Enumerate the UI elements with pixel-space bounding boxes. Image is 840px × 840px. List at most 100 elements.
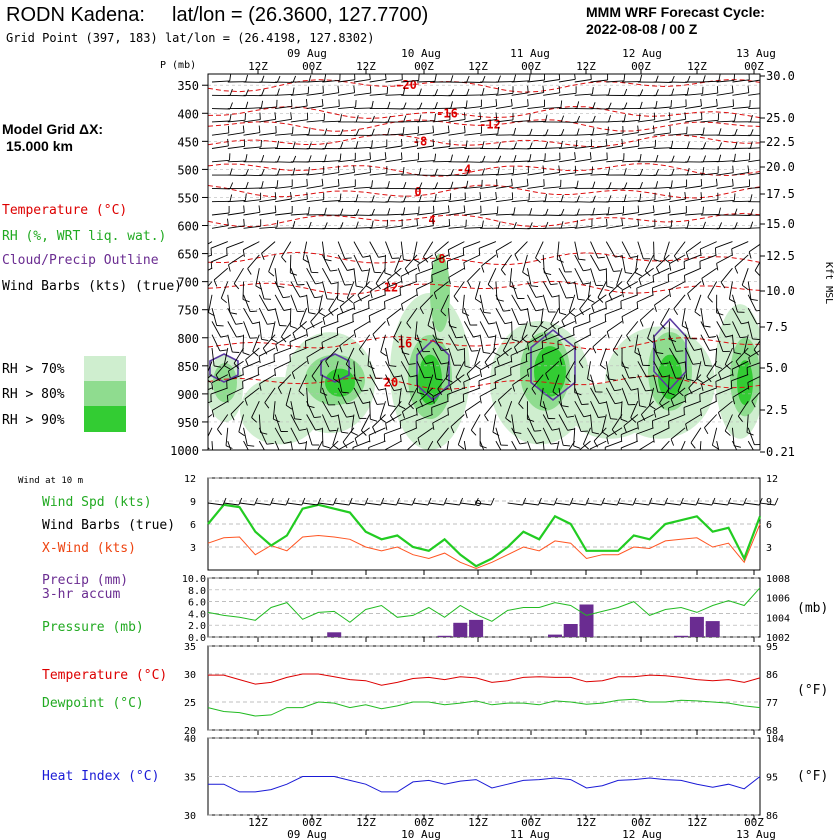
wind-barb-shaft [621, 281, 639, 291]
wind-barb-feather [355, 194, 359, 202]
wind-barb-feather [639, 74, 643, 82]
sounding-panel: P (mb) Kft MSL [160, 60, 834, 304]
wind-barb-feather [418, 167, 422, 175]
wind-barb-shaft [511, 105, 529, 110]
legend-xwind: X-Wind (kts) [42, 541, 136, 556]
wind-barb-feather [223, 365, 231, 370]
wind-barb-feather [560, 140, 563, 148]
surface-wind-feather [396, 497, 400, 506]
wind-barb-shaft [748, 227, 760, 229]
grid-dx-label: Model Grid ΔX: [2, 121, 103, 137]
wind-barb-feather [497, 75, 501, 83]
wind-barb-shaft [653, 81, 672, 83]
wind-barb-feather [529, 208, 533, 216]
wind-barb-shaft [511, 199, 530, 203]
wind-barb-feather [544, 141, 549, 149]
wind-barb-shaft [511, 160, 530, 163]
wind-barb-feather [418, 182, 423, 190]
wind-barb-feather [756, 322, 760, 325]
wind-barb-shaft [243, 321, 251, 339]
temperature-contour-label: 16 [398, 336, 412, 350]
wind-barb-feather [702, 206, 704, 214]
wind-barb-shaft [590, 268, 597, 286]
wind-barb-shaft [275, 334, 292, 345]
wind-barb-feather [741, 284, 749, 290]
wind-barb-feather [416, 218, 419, 226]
wind-barb-shaft [747, 440, 754, 450]
wind-barb-shaft [684, 321, 691, 339]
wind-barb-shaft [337, 414, 342, 433]
wind-barb-feather [371, 195, 375, 203]
wind-barb-feather [639, 89, 644, 96]
wind-barb-feather [574, 343, 577, 351]
wind-barb-feather [655, 181, 659, 189]
wind-barb-feather [703, 325, 711, 328]
wind-barb-shaft [700, 148, 719, 150]
wind-barb-shaft [432, 94, 451, 97]
wind-barb-shaft [342, 427, 355, 443]
wind-barb-feather [393, 388, 401, 392]
wind-barb-shaft [464, 227, 483, 229]
wind-barb-shaft [621, 440, 638, 449]
wind-barb-feather [653, 259, 662, 263]
wind-barb-feather [290, 325, 297, 329]
wind-barb-feather [339, 141, 344, 149]
wind-barb-shaft [724, 414, 733, 432]
wind-barb-shaft [465, 400, 481, 412]
wind-barb-shaft [273, 347, 292, 355]
temperature-contour [207, 163, 761, 177]
wind-barb-feather [464, 411, 468, 419]
wind-barb-feather [657, 454, 660, 460]
wind-barb-feather [398, 405, 406, 410]
wind-barb-shaft [673, 241, 686, 257]
wind-barb-shaft [464, 132, 482, 136]
wind-barb-feather [646, 375, 654, 378]
wind-barb-shaft [699, 387, 717, 395]
wind-barb-shaft [700, 119, 719, 123]
wind-barb-feather [324, 154, 327, 162]
wind-barb-shaft [322, 160, 341, 163]
wind-barb-feather [290, 192, 292, 200]
wind-barb-shaft [593, 427, 607, 442]
wind-barb-feather [292, 332, 297, 340]
legend-rh70: RH > 70% [2, 362, 65, 377]
wind-barb-shaft [696, 361, 702, 379]
wind-barb-feather [625, 272, 633, 275]
wind-barb-feather [417, 264, 420, 272]
wind-barb-feather [718, 372, 722, 380]
wind-barb-shaft [211, 212, 230, 216]
wind-barb-shaft [622, 200, 640, 203]
wind-barb-shaft [448, 106, 467, 110]
wind-barb-shaft [328, 294, 339, 311]
wind-barb-shaft [290, 134, 309, 136]
wind-barb-shaft [274, 360, 292, 370]
wind-barb-shaft [514, 334, 528, 348]
wind-barb-feather [686, 75, 691, 83]
wind-barb-feather [630, 388, 638, 391]
wind-barb-feather [321, 342, 324, 350]
wind-barb-feather [668, 392, 675, 396]
wind-barb-feather [660, 323, 666, 330]
wind-barb-feather [210, 261, 213, 269]
wind-barb-shaft [574, 79, 592, 83]
wind-barb-shaft [346, 281, 355, 299]
time-label-top: 00Z [631, 60, 651, 73]
wind-barb-feather [341, 431, 349, 434]
wind-barb-shaft [247, 254, 260, 269]
wind-barb-shaft [590, 225, 608, 229]
wind-barb-shaft [495, 427, 502, 446]
wind-barb-feather [419, 307, 424, 315]
wind-barb-shaft [561, 307, 576, 321]
wind-barb-feather [466, 88, 470, 96]
wind-barb-shaft [677, 374, 686, 392]
wind-barb-shaft [302, 241, 308, 260]
wind-barb-shaft [208, 387, 213, 391]
wind-barb-shaft [258, 427, 268, 445]
wind-barb-shaft [545, 360, 560, 374]
wind-barb-shaft [432, 132, 450, 136]
wind-barb-shaft [211, 80, 230, 83]
temperature-contour-label: -8 [413, 134, 427, 148]
surface-wind-barb [617, 502, 634, 506]
surface-wind-feather [616, 497, 621, 506]
wind-barb-feather [369, 74, 371, 80]
